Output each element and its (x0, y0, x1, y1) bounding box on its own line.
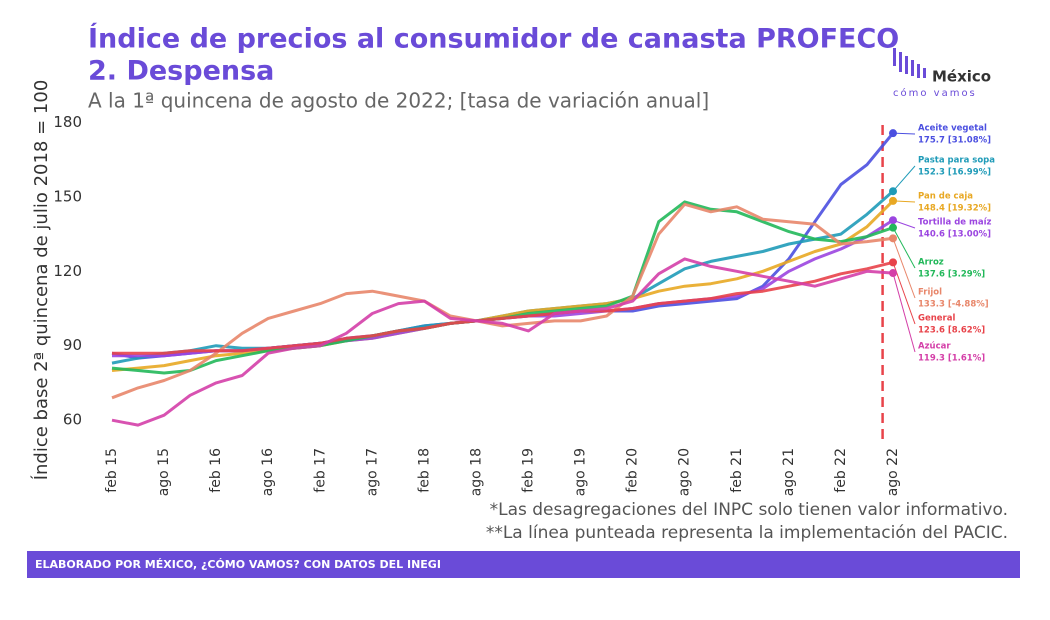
x-tick-label: feb 18 (416, 448, 432, 493)
label-connector (892, 227, 916, 269)
data-label: 140.6 [13.00%] (918, 230, 991, 240)
chart-subtitle: 2. Despensa (88, 56, 274, 87)
legend-label: General (918, 314, 955, 324)
x-tick-label: feb 16 (208, 448, 224, 493)
chart-subtitle: A la 1ª quincena de agosto de 2022; [tas… (88, 89, 709, 113)
x-tick-label: feb 21 (729, 448, 745, 493)
legend-label: Aceite vegetal (918, 124, 987, 134)
x-tick-label: ago 19 (573, 448, 589, 496)
series-line (111, 190, 894, 365)
x-tick-label: ago 18 (468, 448, 484, 496)
label-connector (892, 272, 916, 353)
x-tick-label: ago 20 (677, 448, 693, 496)
data-label: 137.6 [3.29%] (918, 270, 985, 280)
x-tick-label: feb 17 (312, 448, 328, 493)
legend-label: Pasta para sopa (918, 156, 995, 166)
legend-label: Frijol (918, 288, 942, 298)
legend-label: Arroz (918, 258, 944, 268)
note: *Las desagregaciones del INPC solo tiene… (490, 500, 1008, 520)
y-axis-label: Índice base 2ª quincena de julio 2018 = … (30, 80, 52, 481)
chart-title: Índice de precios al consumidor de canas… (88, 23, 899, 55)
x-tick-label: feb 19 (521, 448, 537, 493)
y-tick-label: 120 (53, 262, 82, 280)
data-label: 148.4 [19.32%] (918, 204, 991, 214)
logo-text: cómo vamos (893, 87, 977, 99)
data-label: 133.3 [-4.88%] (918, 300, 989, 310)
series-line (112, 260, 894, 355)
x-tick-label: feb 22 (833, 448, 849, 493)
x-tick-label: ago 21 (781, 448, 797, 496)
footer: ELABORADO POR MÉXICO, ¿CÓMO VAMOS? CON D… (35, 558, 441, 571)
y-tick-label: 60 (63, 411, 82, 429)
x-tick-label: ago 16 (260, 448, 276, 496)
label-connector (892, 132, 916, 135)
legend-label: Tortilla de maíz (918, 218, 992, 228)
data-label: 123.6 [8.62%] (918, 326, 985, 336)
x-tick-label: ago 22 (885, 448, 901, 496)
x-tick-label: feb 15 (104, 448, 120, 493)
x-tick-label: feb 20 (625, 448, 641, 493)
y-tick-label: 90 (63, 336, 82, 354)
footer-bar (27, 551, 1020, 578)
data-label: 175.7 [31.08%] (918, 136, 991, 146)
legend-label: Pan de caja (918, 192, 973, 202)
note: **La línea punteada representa la implem… (486, 523, 1008, 543)
label-connector (892, 238, 916, 299)
label-connector (892, 200, 916, 203)
label-connector (892, 165, 916, 192)
data-label: 152.3 [16.99%] (918, 168, 991, 178)
y-tick-label: 180 (53, 113, 82, 131)
label-connector (892, 219, 916, 229)
legend-label: Azúcar (918, 342, 951, 352)
logo-text: México (932, 68, 991, 86)
series-line (111, 199, 895, 372)
x-tick-label: ago 17 (364, 448, 380, 496)
logo: México cómo vamos (893, 48, 991, 99)
y-tick-label: 150 (53, 187, 82, 205)
series-line (111, 257, 894, 427)
data-label: 119.3 [1.61%] (918, 354, 985, 364)
series-line (111, 202, 894, 400)
x-tick-label: ago 15 (156, 448, 172, 496)
